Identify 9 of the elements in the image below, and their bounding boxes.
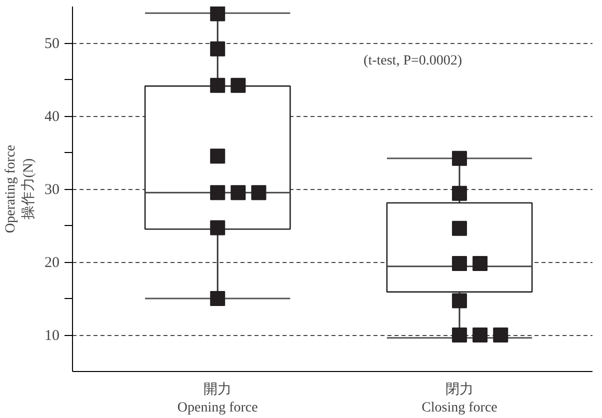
y-tick-label: 40	[44, 109, 60, 125]
x-tick-label: 開力 Opening force	[177, 382, 258, 416]
y-tick-label: 20	[44, 255, 60, 271]
y-axis-title: Operating force 操作力(N)	[4, 144, 36, 234]
y-tick-label: 10	[44, 328, 60, 344]
y-tick-label: 50	[44, 36, 60, 52]
y-tick-label: 30	[44, 182, 60, 198]
annotation: (t-test, P=0.0002)	[364, 54, 462, 69]
x-tick-label: 閉力 Closing force	[422, 382, 498, 416]
